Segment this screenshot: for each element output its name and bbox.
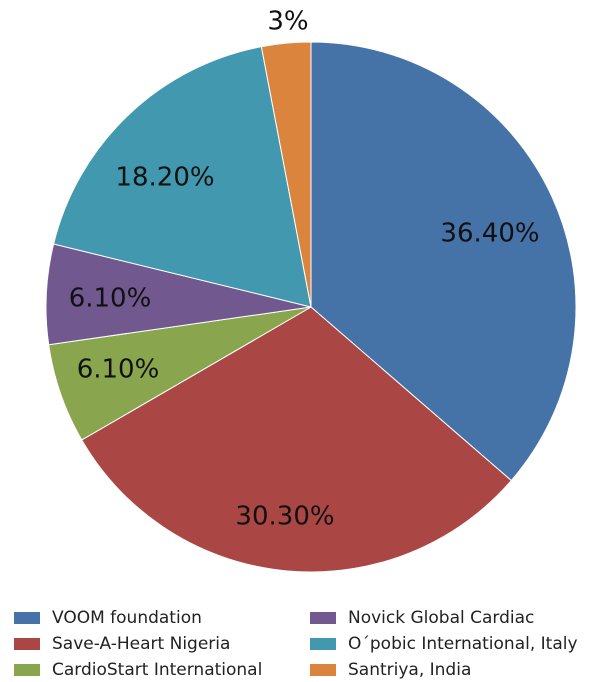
legend-label: O´pobic International, Italy xyxy=(348,634,578,654)
pie-chart: 36.40% 30.30% 6.10% 6.10% 18.20% 3% xyxy=(45,7,577,573)
pie-slice-label-novick-global-cardiac: 6.10% xyxy=(69,284,152,314)
legend-item-novick-global-cardiac: Novick Global Cardiac xyxy=(310,606,600,630)
legend-item-voom-foundation: VOOM foundation xyxy=(14,606,310,630)
legend-item-opobic-international-italy: O´pobic International, Italy xyxy=(310,632,600,656)
pie-slice-label-save-a-heart-nigeria: 30.30% xyxy=(235,502,334,532)
pie-slice-label-voom-foundation: 36.40% xyxy=(440,219,539,249)
pie-slice-o-pobic-international-italy xyxy=(52,46,312,308)
legend-item-cardiostart-international: CardioStart International xyxy=(14,658,310,682)
legend-label: Save-A-Heart Nigeria xyxy=(52,634,231,654)
legend-swatch xyxy=(14,638,40,650)
legend-label: CardioStart International xyxy=(52,660,263,680)
pie-slices xyxy=(45,41,577,573)
pie-slice-voom-foundation xyxy=(310,41,577,482)
legend-label: Novick Global Cardiac xyxy=(348,608,535,628)
pie-slice-label-o-pobic-international-italy: 18.20% xyxy=(115,163,214,193)
pie-slice-label-santriya-india: 3% xyxy=(267,7,308,37)
legend: VOOM foundation Novick Global Cardiac Sa… xyxy=(14,606,600,682)
legend-item-save-a-heart-nigeria: Save-A-Heart Nigeria xyxy=(14,632,310,656)
pie-labels: 36.40% 30.30% 6.10% 6.10% 18.20% 3% xyxy=(69,7,540,532)
legend-swatch xyxy=(310,612,336,624)
legend-swatch xyxy=(14,664,40,676)
legend-label: VOOM foundation xyxy=(52,608,202,628)
legend-label: Santriya, India xyxy=(348,660,472,680)
pie-slice-save-a-heart-nigeria xyxy=(81,306,512,573)
legend-swatch xyxy=(310,664,336,676)
pie-slice-santriya-india xyxy=(260,41,312,308)
pie-slice-label-cardiostart-international: 6.10% xyxy=(77,355,160,385)
legend-item-santriya-india: Santriya, India xyxy=(310,658,600,682)
legend-swatch xyxy=(310,638,336,650)
legend-swatch xyxy=(14,612,40,624)
